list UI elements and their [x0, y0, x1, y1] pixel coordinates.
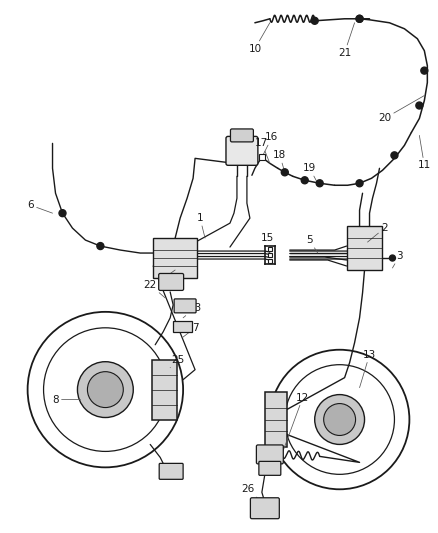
Circle shape [420, 67, 427, 74]
FancyBboxPatch shape [226, 136, 257, 165]
Text: 7: 7 [182, 323, 198, 338]
FancyBboxPatch shape [159, 463, 183, 479]
Text: 16: 16 [261, 132, 278, 157]
Circle shape [59, 209, 66, 216]
Circle shape [415, 102, 422, 109]
Text: 22: 22 [143, 280, 165, 298]
FancyBboxPatch shape [250, 498, 279, 519]
Text: 4: 4 [160, 270, 175, 283]
FancyBboxPatch shape [258, 155, 264, 160]
Circle shape [87, 372, 123, 408]
Text: 11: 11 [417, 135, 430, 171]
Circle shape [355, 180, 362, 187]
Text: 12: 12 [281, 393, 309, 455]
FancyBboxPatch shape [267, 253, 271, 257]
Text: 1: 1 [196, 213, 205, 238]
FancyBboxPatch shape [346, 226, 381, 270]
Text: 25: 25 [170, 354, 184, 368]
FancyBboxPatch shape [258, 462, 280, 475]
Circle shape [315, 180, 322, 187]
Text: 10: 10 [248, 23, 269, 54]
FancyBboxPatch shape [264, 392, 286, 447]
Text: 5: 5 [306, 235, 317, 253]
FancyBboxPatch shape [230, 129, 253, 142]
Text: 15: 15 [261, 233, 274, 254]
Circle shape [300, 177, 307, 184]
Circle shape [390, 152, 397, 159]
Circle shape [97, 243, 104, 249]
FancyBboxPatch shape [267, 247, 271, 251]
Text: 18: 18 [272, 150, 286, 172]
Circle shape [77, 362, 133, 417]
Circle shape [389, 255, 395, 261]
Text: 23: 23 [183, 303, 201, 318]
FancyBboxPatch shape [158, 273, 183, 290]
Text: 17: 17 [254, 139, 269, 163]
Text: 13: 13 [359, 350, 375, 387]
FancyBboxPatch shape [172, 321, 191, 332]
Text: 26: 26 [241, 484, 261, 502]
Circle shape [355, 15, 362, 22]
Text: 21: 21 [337, 23, 354, 58]
Text: 2: 2 [367, 223, 387, 242]
Text: 3: 3 [392, 251, 402, 268]
Circle shape [323, 403, 355, 435]
Circle shape [355, 15, 362, 22]
FancyBboxPatch shape [256, 445, 283, 464]
FancyBboxPatch shape [267, 259, 271, 263]
Text: 19: 19 [302, 163, 317, 183]
Circle shape [314, 394, 364, 445]
Text: 8: 8 [52, 394, 80, 405]
FancyBboxPatch shape [174, 299, 196, 313]
FancyBboxPatch shape [152, 360, 177, 419]
Text: 20: 20 [377, 95, 424, 124]
Circle shape [311, 17, 318, 25]
Text: 6: 6 [27, 200, 53, 213]
FancyBboxPatch shape [153, 238, 197, 278]
Circle shape [281, 169, 288, 176]
